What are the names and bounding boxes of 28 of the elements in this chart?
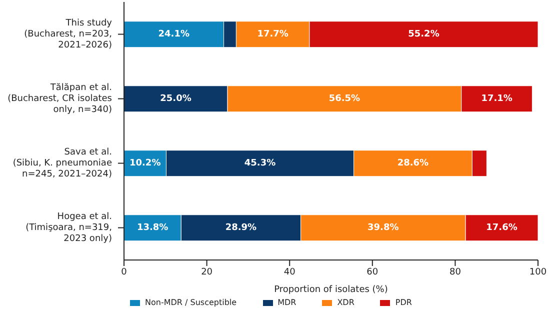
y-tick-label: Sava et al. (Sibiu, K. pneumoniae n=245, 2021–2024) (12, 148, 112, 180)
x-tick-label: 40 (284, 267, 296, 278)
y-tick-label: Hogea et al. (Timişoara, n=319, 2023 only) (26, 212, 112, 244)
data-label: 55.2% (408, 29, 440, 40)
x-axis-title: Proportion of isolates (%) (274, 285, 388, 295)
x-tick-label: 80 (449, 267, 462, 278)
data-label: 17.1% (481, 94, 512, 104)
data-label: 28.9% (225, 222, 257, 233)
x-tick-label: 100 (529, 267, 547, 278)
x-tick-label: 60 (366, 267, 378, 278)
data-label: 24.1% (158, 29, 190, 40)
y-tick-label: This study (Bucharest, n=203, 2021–2026) (24, 18, 113, 51)
data-label: 45.3% (244, 158, 276, 168)
data-label: 39.8% (368, 222, 399, 233)
data-label: 17.7% (257, 29, 288, 40)
data-label: 25.0% (160, 94, 192, 104)
legend-label: MDR (276, 298, 296, 307)
legend-label: PDR (394, 298, 412, 307)
data-label: 17.6% (486, 222, 518, 233)
data-label: 28.6% (397, 158, 429, 168)
legend-label: Non-MDR / Susceptible (144, 298, 237, 307)
legend-label: XDR (336, 298, 354, 307)
y-tick-label: Tălăpan et al. (Bucharest, CR isolates only, n=340) (8, 83, 112, 116)
x-tick-label: 20 (201, 267, 213, 278)
data-label: 13.8% (136, 222, 168, 233)
data-label: 10.2% (129, 158, 161, 168)
x-tick-label: 0 (121, 267, 128, 278)
data-label: 56.5% (328, 94, 360, 104)
